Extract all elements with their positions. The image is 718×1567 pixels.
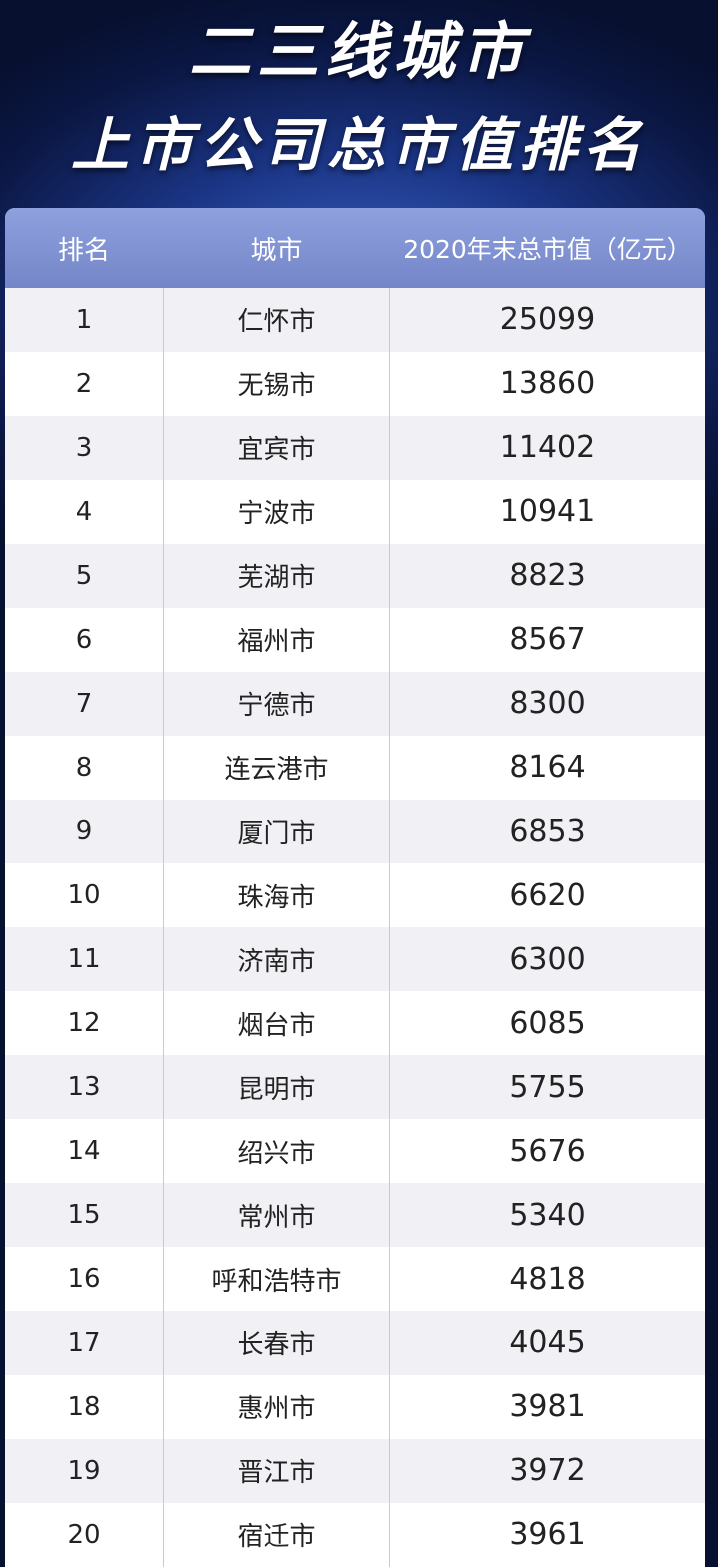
column-header: 城市 <box>250 235 303 266</box>
table-cell: 长春市 <box>163 1311 390 1375</box>
table-cell: 13860 <box>499 366 596 402</box>
table-row: 13 昆明市 5755 <box>5 1055 705 1120</box>
table: 排名 城市 2020年末总市值（亿元） 1 仁怀市 25099 2 无锡市 13860 3 宜宾市… <box>5 208 705 1567</box>
table-cell: 17 <box>67 1327 101 1358</box>
table-cell: 4 <box>75 496 93 527</box>
table-cell: 18 <box>67 1391 101 1422</box>
table-cell: 福州市 <box>163 607 390 672</box>
table-row: 4 宁波市 10941 <box>5 479 705 544</box>
table-cell: 3972 <box>509 1453 586 1489</box>
table-row: 17 长春市 4045 <box>5 1311 705 1375</box>
table-cell: 6620 <box>509 877 586 913</box>
table-cell: 绍兴市 <box>163 1119 390 1184</box>
table-cell: 宜宾市 <box>163 415 390 480</box>
table-header: 排名 城市 2020年末总市值（亿元） <box>5 208 705 288</box>
table-cell: 4818 <box>509 1261 586 1297</box>
table-cell: 宁德市 <box>163 671 390 736</box>
table-cell: 8164 <box>509 750 586 786</box>
table-cell: 3 <box>75 432 93 463</box>
table-cell: 6853 <box>509 813 586 849</box>
table-row: 5 芜湖市 8823 <box>5 543 705 608</box>
table-cell: 1 <box>75 304 93 335</box>
table-cell: 14 <box>67 1136 101 1167</box>
table-row: 9 厦门市 6853 <box>5 799 705 864</box>
table-cell: 晋江市 <box>163 1438 390 1503</box>
table-row: 15 常州市 5340 <box>5 1183 705 1248</box>
table-cell: 宁波市 <box>163 479 390 544</box>
table-cell: 16 <box>67 1264 101 1295</box>
table-cell: 8823 <box>509 558 586 594</box>
table-cell: 5755 <box>509 1069 586 1105</box>
table-row: 16 呼和浩特市 4818 <box>5 1247 705 1311</box>
table-row: 18 惠州市 3981 <box>5 1374 705 1439</box>
title: 二三线城市 <box>188 15 529 88</box>
table-cell: 6 <box>75 624 93 655</box>
table-cell: 厦门市 <box>163 799 390 864</box>
table-cell: 芜湖市 <box>163 543 390 608</box>
table-row: 11 济南市 6300 <box>5 927 705 992</box>
table-cell: 3981 <box>509 1389 586 1425</box>
table-cell: 3961 <box>509 1517 586 1553</box>
table-cell: 珠海市 <box>163 863 390 928</box>
table-cell: 烟台市 <box>163 991 390 1056</box>
table-cell: 宿迁市 <box>163 1502 390 1567</box>
table-cell: 惠州市 <box>163 1374 390 1439</box>
table-cell: 仁怀市 <box>163 288 390 352</box>
table-row: 14 绍兴市 5676 <box>5 1119 705 1184</box>
table-cell: 25099 <box>499 302 596 338</box>
table-cell: 昆明市 <box>163 1055 390 1120</box>
table-cell: 5676 <box>509 1133 586 1169</box>
table-cell: 连云港市 <box>163 735 390 800</box>
table-cell: 11402 <box>499 430 596 466</box>
column-header: 2020年末总市值（亿元） <box>403 235 692 264</box>
table-row: 12 烟台市 6085 <box>5 991 705 1056</box>
table-row: 20 宿迁市 3961 <box>5 1502 705 1567</box>
table-row: 2 无锡市 13860 <box>5 351 705 416</box>
table-row: 7 宁德市 8300 <box>5 671 705 736</box>
table-cell: 5 <box>75 560 93 591</box>
table-cell: 8300 <box>509 686 586 722</box>
table-cell: 9 <box>75 816 93 847</box>
table-cell: 5340 <box>509 1197 586 1233</box>
table-cell: 19 <box>67 1455 101 1486</box>
table-cell: 8567 <box>509 622 586 658</box>
table-cell: 11 <box>67 944 101 975</box>
table-body: 1 仁怀市 25099 2 无锡市 13860 3 宜宾市 11402 4 宁波市 10941 5 芜湖市… <box>5 288 705 1567</box>
table-cell: 20 <box>67 1519 101 1550</box>
table-cell: 济南市 <box>163 927 390 992</box>
table-cell: 15 <box>67 1200 101 1231</box>
table-cell: 10 <box>67 880 101 911</box>
table-cell: 10941 <box>499 494 596 530</box>
table-cell: 8 <box>75 752 93 783</box>
table-cell: 13 <box>67 1072 101 1103</box>
table-row: 10 珠海市 6620 <box>5 863 705 928</box>
table-row: 19 晋江市 3972 <box>5 1438 705 1503</box>
table-cell: 7 <box>75 688 93 719</box>
table-row: 6 福州市 8567 <box>5 607 705 672</box>
title: 上市公司总市值排名 <box>70 111 647 179</box>
table-cell: 呼和浩特市 <box>163 1247 390 1311</box>
table-cell: 12 <box>67 1008 101 1039</box>
table-row: 1 仁怀市 25099 <box>5 288 705 352</box>
table-cell: 无锡市 <box>163 351 390 416</box>
table-cell: 6085 <box>509 1005 586 1041</box>
column-header: 排名 <box>57 235 110 266</box>
table-row: 8 连云港市 8164 <box>5 735 705 800</box>
table-row: 3 宜宾市 11402 <box>5 415 705 480</box>
table-cell: 6300 <box>509 941 586 977</box>
table-cell: 2 <box>75 368 93 399</box>
table-cell: 常州市 <box>163 1183 390 1248</box>
table-cell: 4045 <box>509 1325 586 1361</box>
